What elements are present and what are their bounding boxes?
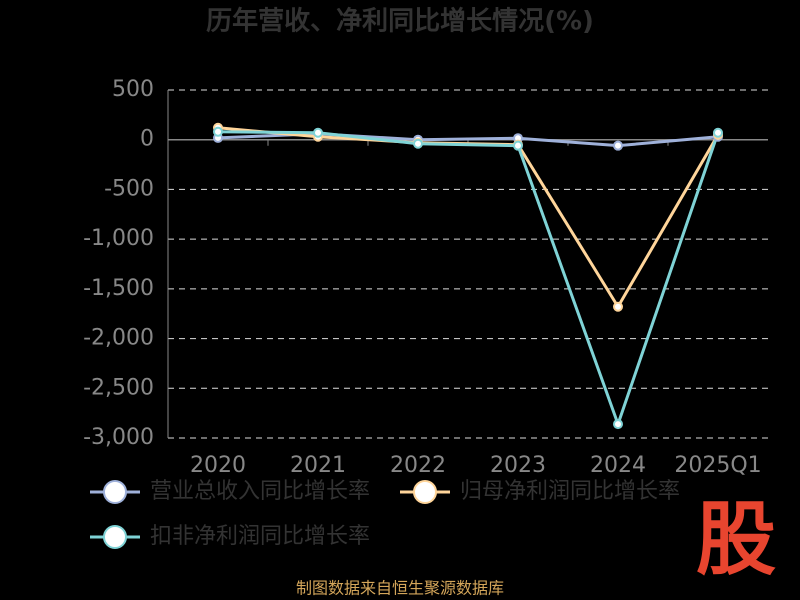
legend-marker xyxy=(103,480,127,504)
y-tick-label: -500 xyxy=(104,176,154,201)
source-note: 制图数据来自恒生聚源数据库 xyxy=(296,579,504,598)
series-line xyxy=(217,126,720,310)
data-point xyxy=(713,127,723,138)
logo: 股 xyxy=(696,493,776,586)
x-tick-label: 2021 xyxy=(290,453,346,478)
data-point xyxy=(613,140,623,151)
y-tick-label: -1,000 xyxy=(83,226,154,251)
data-point xyxy=(613,301,623,312)
chart-title: 历年营收、净利同比增长情况(%) xyxy=(206,6,594,37)
series-line xyxy=(217,130,720,429)
legend-marker xyxy=(413,480,437,504)
y-tick-label: -2,500 xyxy=(83,375,154,400)
data-point xyxy=(613,419,623,430)
y-tick-label: -2,000 xyxy=(83,326,154,351)
y-tick-label: -3,000 xyxy=(83,425,154,450)
x-tick-label: 2020 xyxy=(190,453,246,478)
legend-label: 营业总收入同比增长率 xyxy=(150,479,370,504)
legend-label: 扣非净利润同比增长率 xyxy=(150,524,370,549)
x-tick-label: 2023 xyxy=(490,453,546,478)
data-point xyxy=(413,138,423,149)
legend-marker xyxy=(103,525,127,549)
y-tick-label: -1,500 xyxy=(83,276,154,301)
x-tick-label: 2022 xyxy=(390,453,446,478)
data-point xyxy=(213,126,223,137)
data-point xyxy=(513,140,523,151)
y-tick-label: 0 xyxy=(140,127,154,152)
x-tick-label: 2025Q1 xyxy=(674,453,761,478)
legend-label: 归母净利润同比增长率 xyxy=(460,479,680,504)
x-tick-label: 2024 xyxy=(590,453,646,478)
y-tick-label: 500 xyxy=(112,77,154,102)
data-point xyxy=(313,127,323,138)
